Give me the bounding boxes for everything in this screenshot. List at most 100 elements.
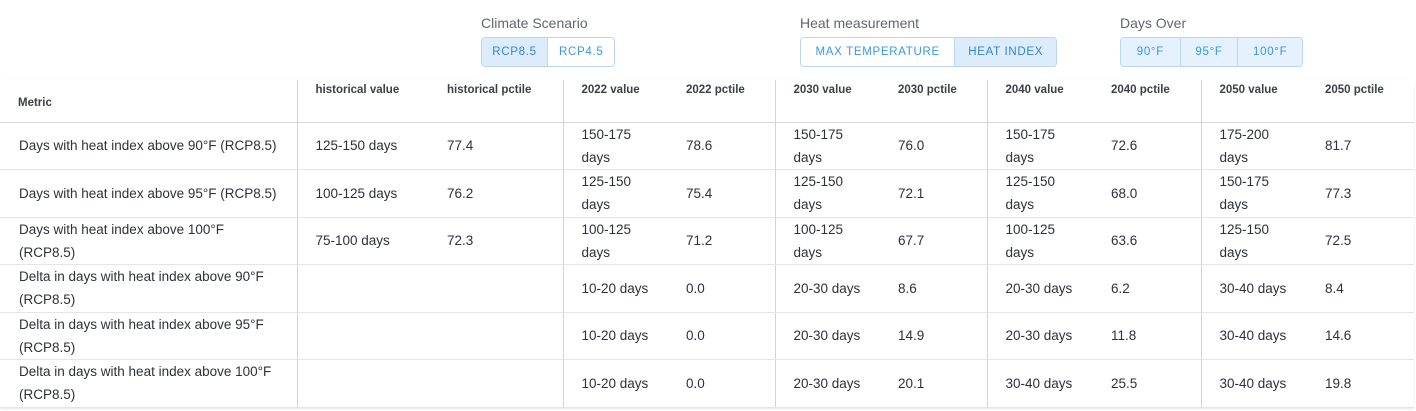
table-cell: [429, 264, 563, 313]
table-cell: [296, 312, 429, 360]
table-cell: 20-30 days: [774, 264, 880, 313]
table-row: Delta in days with heat index above 95°F…: [0, 312, 1414, 360]
table-cell: 30-40 days: [1200, 359, 1307, 408]
table-cell: 20-30 days: [774, 312, 880, 360]
climate-scenario-group: Climate Scenario RCP8.5 RCP4.5: [481, 14, 615, 67]
rcp45-button[interactable]: RCP4.5: [548, 38, 614, 66]
table-header-row: Metric historical value historical pctil…: [0, 80, 1414, 123]
table-cell: 125-150 days: [562, 169, 668, 218]
metric-cell: Delta in days with heat index above 100°…: [0, 359, 297, 408]
table-cell: 8.6: [880, 264, 987, 313]
days-over-label: Days Over: [1120, 15, 1187, 31]
table-cell: 100-125 days: [986, 217, 1093, 265]
table-cell: 11.8: [1093, 312, 1201, 360]
table-cell: 63.6: [1093, 217, 1201, 265]
table-cell: [296, 359, 429, 408]
table-cell: 10-20 days: [562, 312, 668, 360]
table-cell: 125-150 days: [774, 169, 880, 218]
column-header[interactable]: 2050 pctile: [1307, 80, 1414, 123]
column-header[interactable]: historical pctile: [429, 80, 563, 123]
table-cell: 19.8: [1307, 359, 1414, 408]
table-cell: [429, 359, 563, 408]
table-cell: 67.7: [880, 217, 987, 265]
table-cell: 30-40 days: [986, 359, 1093, 408]
table-row: Days with heat index above 95°F (RCP8.5)…: [0, 169, 1414, 218]
table-cell: 0.0: [668, 312, 775, 360]
table-cell: [296, 264, 429, 313]
rcp85-button[interactable]: RCP8.5: [482, 38, 548, 66]
table-cell: 72.5: [1307, 217, 1414, 265]
column-header[interactable]: 2030 value: [774, 80, 880, 123]
table-cell: 100-125 days: [774, 217, 880, 265]
table-cell: 68.0: [1093, 169, 1201, 218]
metric-cell: Days with heat index above 90°F (RCP8.5): [0, 122, 297, 170]
table-cell: 76.2: [429, 169, 563, 218]
metric-cell: Days with heat index above 95°F (RCP8.5): [0, 169, 297, 218]
heat-index-button[interactable]: HEAT INDEX: [955, 38, 1056, 66]
days-over-100-button[interactable]: 100°F: [1238, 38, 1302, 66]
table-cell: 78.6: [668, 122, 775, 170]
table-cell: 30-40 days: [1200, 264, 1307, 313]
column-header[interactable]: 2040 pctile: [1093, 80, 1201, 123]
table-cell: 125-150 days: [296, 122, 429, 170]
table-cell: 14.9: [880, 312, 987, 360]
table-cell: 81.7: [1307, 122, 1414, 170]
table-cell: 20-30 days: [774, 359, 880, 408]
max-temperature-button[interactable]: MAX TEMPERATURE: [801, 38, 956, 66]
table-cell: 150-175 days: [774, 122, 880, 170]
days-over-group: Days Over 90°F 95°F 100°F: [1120, 14, 1303, 67]
column-header[interactable]: historical value: [296, 80, 429, 123]
table-cell: 8.4: [1307, 264, 1414, 313]
table-cell: 10-20 days: [562, 264, 668, 313]
column-header[interactable]: 2022 value: [562, 80, 668, 123]
days-over-90-button[interactable]: 90°F: [1121, 38, 1181, 66]
table-row: Delta in days with heat index above 100°…: [0, 359, 1414, 408]
table-cell: 75.4: [668, 169, 775, 218]
column-header[interactable]: Metric: [0, 80, 297, 123]
table-cell: 20-30 days: [986, 312, 1093, 360]
table-cell: 77.4: [429, 122, 563, 170]
table-cell: 75-100 days: [296, 217, 429, 265]
table-cell: 125-150 days: [986, 169, 1093, 218]
table-cell: 72.6: [1093, 122, 1201, 170]
table-cell: 25.5: [1093, 359, 1201, 408]
table-cell: 72.3: [429, 217, 563, 265]
table-cell: 76.0: [880, 122, 987, 170]
column-header[interactable]: 2050 value: [1200, 80, 1307, 123]
table-cell: 150-175 days: [562, 122, 668, 170]
table-cell: 6.2: [1093, 264, 1201, 313]
heat-measurement-group: Heat measurement MAX TEMPERATURE HEAT IN…: [800, 14, 1057, 67]
table-row: Delta in days with heat index above 90°F…: [0, 264, 1414, 313]
table-cell: [429, 312, 563, 360]
heat-measurement-toggle: MAX TEMPERATURE HEAT INDEX: [800, 37, 1057, 67]
climate-scenario-toggle: RCP8.5 RCP4.5: [481, 37, 615, 67]
table-cell: 100-125 days: [296, 169, 429, 218]
heat-measurement-label: Heat measurement: [800, 15, 920, 31]
filter-bar: Climate Scenario RCP8.5 RCP4.5 Heat meas…: [0, 0, 1416, 82]
table-cell: 100-125 days: [562, 217, 668, 265]
table-cell: 14.6: [1307, 312, 1414, 360]
column-header[interactable]: 2022 pctile: [668, 80, 775, 123]
metric-cell: Days with heat index above 100°F (RCP8.5…: [0, 217, 297, 265]
table-cell: 0.0: [668, 264, 775, 313]
table-cell: 150-175 days: [1200, 169, 1307, 218]
table-cell: 30-40 days: [1200, 312, 1307, 360]
table-cell: 0.0: [668, 359, 775, 408]
column-header[interactable]: 2040 value: [986, 80, 1093, 123]
table-row: Days with heat index above 90°F (RCP8.5)…: [0, 122, 1414, 170]
table-cell: 77.3: [1307, 169, 1414, 218]
days-over-95-button[interactable]: 95°F: [1180, 38, 1239, 66]
column-header[interactable]: 2030 pctile: [880, 80, 987, 123]
table-row: Days with heat index above 100°F (RCP8.5…: [0, 217, 1414, 265]
table-cell: 71.2: [668, 217, 775, 265]
table-cell: 125-150 days: [1200, 217, 1307, 265]
metric-cell: Delta in days with heat index above 95°F…: [0, 312, 297, 360]
table-cell: 72.1: [880, 169, 987, 218]
days-over-toggle: 90°F 95°F 100°F: [1120, 37, 1303, 67]
table-cell: 20.1: [880, 359, 987, 408]
heat-metrics-table: Metric historical value historical pctil…: [0, 80, 1414, 408]
table-cell: 150-175 days: [986, 122, 1093, 170]
table-cell: 175-200 days: [1200, 122, 1307, 170]
metric-cell: Delta in days with heat index above 90°F…: [0, 264, 297, 313]
table-cell: 10-20 days: [562, 359, 668, 408]
